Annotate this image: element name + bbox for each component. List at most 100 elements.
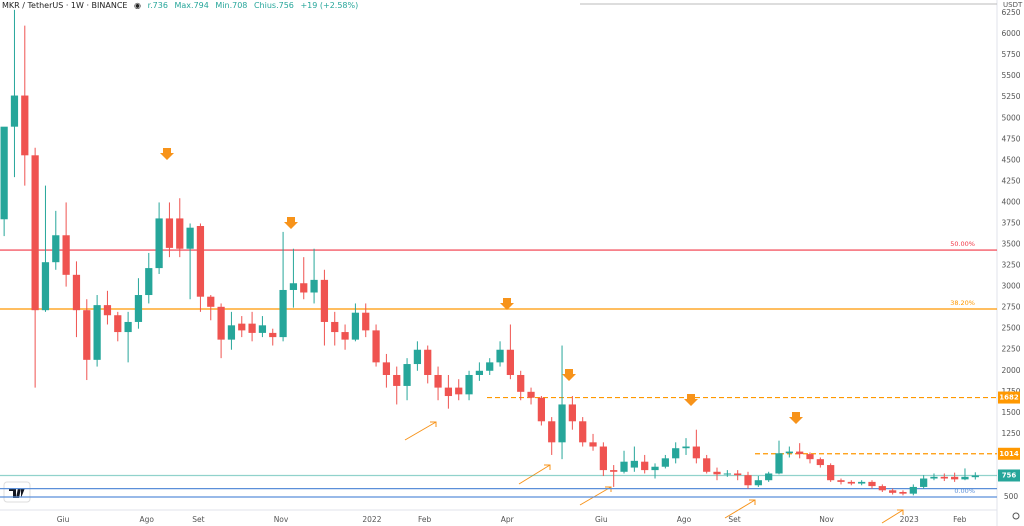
x-tick-label: Giu [57, 515, 70, 524]
x-tick-label: Set [728, 515, 740, 524]
candle-body [269, 332, 277, 338]
x-tick-label: 2023 [900, 515, 919, 524]
candle-body [248, 323, 256, 333]
x-tick-label: 2022 [362, 515, 381, 524]
y-tick-label: 500 [1004, 492, 1019, 501]
diag-arrow [724, 499, 756, 519]
down-arrow [500, 298, 514, 310]
candle-body [155, 218, 163, 269]
candle-body [589, 442, 597, 447]
candle-body [145, 268, 153, 296]
candle-body [713, 471, 721, 475]
diag-arrow [881, 509, 904, 524]
candle-body [93, 305, 101, 360]
y-tick-label: 1750 [1001, 387, 1020, 396]
logo-mark [9, 488, 25, 498]
price-tag [998, 447, 1020, 460]
candle-body [289, 283, 298, 290]
diag-arrow [404, 421, 437, 441]
candle-body [734, 473, 742, 476]
candle-body [310, 279, 318, 293]
settings-icon[interactable] [1012, 512, 1020, 520]
candle-body [331, 321, 339, 333]
candle-body [196, 226, 205, 297]
x-tick-label: Nov [819, 515, 834, 524]
candle-body [300, 283, 308, 293]
candle-body [682, 446, 690, 449]
candle-body [496, 349, 504, 363]
price-tag [998, 391, 1020, 404]
candle-body [641, 461, 649, 471]
candle-body [723, 473, 731, 475]
annotations [160, 148, 803, 424]
candle-body [83, 310, 91, 360]
candle-body [527, 391, 535, 398]
down-arrow [160, 148, 174, 160]
candle-body [827, 465, 835, 481]
ohlc: +19 (+2.58%) [300, 1, 359, 10]
candle-body [41, 262, 50, 311]
candle-body [971, 475, 979, 478]
candle-body [21, 95, 29, 156]
y-tick-label: 6000 [1001, 29, 1020, 38]
candle-body [424, 349, 432, 375]
ohlc: Max.794 [174, 1, 209, 10]
candle-body [899, 491, 907, 494]
header: MKR / TetherUS · 1W · BINANCE ◉ r.736 Ma… [2, 1, 363, 10]
candle-body [961, 476, 969, 480]
candle-body [444, 387, 453, 397]
candle-body [403, 364, 411, 386]
candle-body [165, 218, 174, 248]
ohlc: r.736 [147, 1, 168, 10]
candle-body [207, 296, 215, 307]
candle-body [785, 451, 793, 454]
eye-icon[interactable]: ◉ [134, 1, 142, 10]
candle-body [124, 321, 132, 333]
logo-box [3, 481, 31, 503]
currency: USDT [1003, 1, 1023, 9]
candle-body [486, 362, 494, 371]
candle-body [548, 421, 556, 443]
y-tick-label: 4750 [1001, 134, 1020, 143]
candle-body [878, 486, 886, 491]
symbol: MKR / TetherUS · 1W · BINANCE [2, 1, 128, 10]
price-tag-label: 756 [1002, 471, 1017, 479]
candle-body [858, 481, 866, 484]
candle-body [796, 451, 804, 455]
y-tick-label: 5250 [1001, 92, 1020, 101]
tv-logo [3, 481, 31, 503]
candle-body [10, 95, 19, 127]
y-tick-label: 3000 [1001, 282, 1020, 291]
candle-body [393, 374, 401, 386]
candle-body [362, 312, 370, 331]
candle-body [765, 473, 773, 481]
ohlc: Chius.756 [253, 1, 294, 10]
down-arrow [789, 412, 803, 424]
y-tick-label: 5500 [1001, 71, 1020, 80]
candle-body [558, 404, 566, 443]
y-tick-label: 1500 [1001, 408, 1020, 417]
candle-body [837, 480, 845, 482]
candle-body [930, 476, 938, 479]
candle-body [579, 421, 587, 443]
candle-body [672, 448, 680, 459]
diag-arrow [579, 486, 612, 506]
y-tick-label: 2500 [1001, 324, 1020, 333]
candle-body [703, 458, 711, 472]
x-tick-label: Apr [501, 515, 515, 524]
price-tag-label: 1682 [999, 394, 1019, 402]
candle-body [940, 476, 948, 479]
candle-body [351, 312, 360, 340]
candle-body [320, 279, 329, 322]
x-tick-label: Ago [677, 515, 692, 524]
candle-body [455, 387, 463, 395]
y-tick-label: 2250 [1001, 345, 1020, 354]
x-tick-label: Ago [139, 515, 154, 524]
candle-body [341, 332, 349, 340]
candle-body [610, 470, 618, 472]
candle-body [52, 235, 60, 263]
y-tick-label: 5750 [1001, 50, 1020, 59]
candle-body [372, 330, 380, 363]
